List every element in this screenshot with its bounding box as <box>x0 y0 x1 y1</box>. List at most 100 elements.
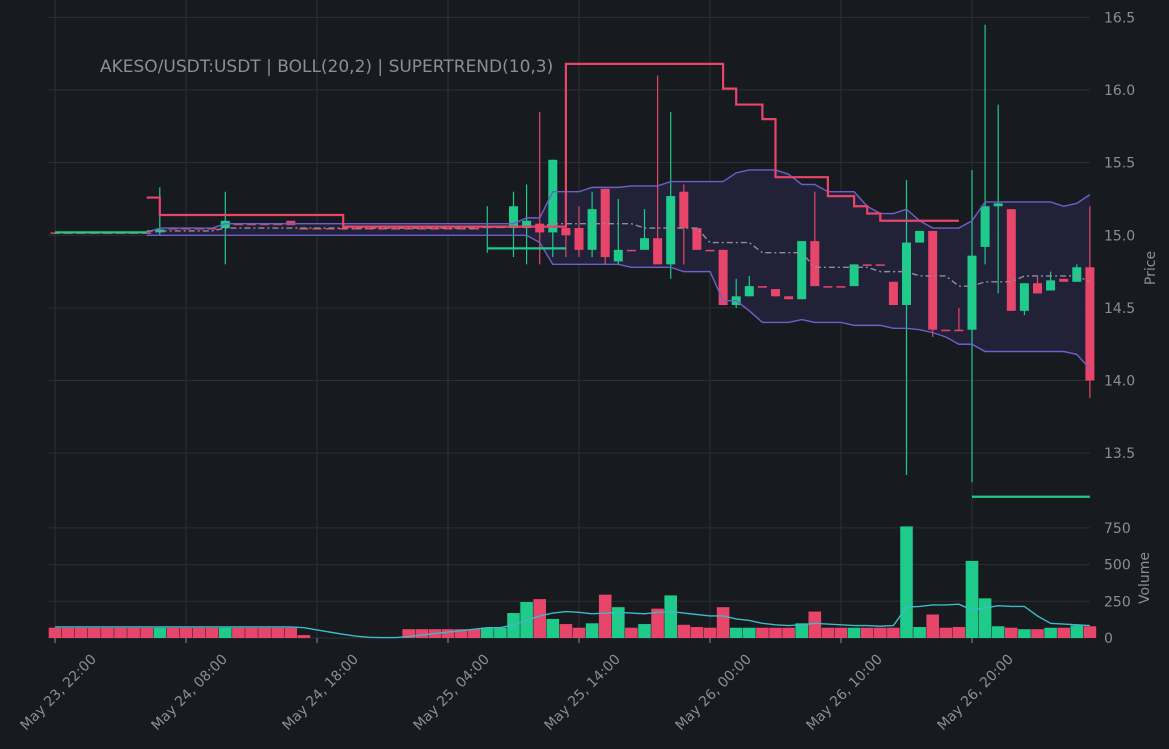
candle-body <box>1085 267 1095 381</box>
volume-bar <box>48 627 62 638</box>
volume-bar <box>782 627 795 638</box>
candle-body <box>1046 280 1056 291</box>
volume-bar <box>1018 629 1031 638</box>
volume-bar <box>284 627 298 638</box>
candle-body <box>600 188 610 258</box>
candle-body <box>155 229 165 233</box>
candle-body <box>888 281 898 306</box>
candle-body <box>653 238 663 265</box>
candle-body <box>456 228 466 230</box>
candle-body <box>194 228 204 230</box>
volume-bar <box>559 624 573 638</box>
chart-title: AKESO/USDT:USDT | BOLL(20,2) | SUPERTREN… <box>100 57 553 77</box>
candle-body <box>1059 278 1069 282</box>
candle-body <box>679 191 689 229</box>
volume-bar <box>1044 627 1057 638</box>
candle-body <box>168 228 178 230</box>
candle-body <box>522 220 532 229</box>
candle-body <box>325 228 335 230</box>
volume-bar <box>952 626 966 638</box>
candle-body <box>875 264 885 266</box>
volume-bar <box>703 627 717 638</box>
y-tick-label: 13.5 <box>1104 446 1135 462</box>
y-tick-label: 14.0 <box>1104 374 1135 390</box>
volume-bar <box>205 627 219 638</box>
volume-bar <box>140 627 153 638</box>
volume-bar <box>467 629 481 638</box>
volume-bar <box>939 627 953 638</box>
candle-body <box>391 228 401 230</box>
candle-body <box>1072 267 1082 282</box>
candle-body <box>928 230 938 330</box>
volume-bar <box>625 627 638 638</box>
volume-bar <box>232 627 245 638</box>
volume-bar <box>179 627 193 638</box>
candle-body <box>744 286 754 297</box>
volume-bar <box>74 627 88 638</box>
volume-bar <box>808 611 822 638</box>
candle-body <box>509 206 518 229</box>
volume-bar <box>795 623 808 638</box>
volume-bar <box>88 627 101 638</box>
candle-body <box>404 228 414 230</box>
volume-bar <box>1031 629 1044 638</box>
candle-body <box>443 228 453 230</box>
candle-body <box>993 203 1003 207</box>
candle-body <box>1019 283 1029 311</box>
volume-bar <box>847 627 861 638</box>
candle-body <box>247 223 256 226</box>
volume-bar <box>743 627 756 638</box>
volume-bar <box>297 635 311 638</box>
candle-body <box>561 228 571 236</box>
candle-body <box>862 264 872 266</box>
volume-bar <box>926 614 939 638</box>
candle-body <box>823 286 833 288</box>
candle-body <box>902 242 911 306</box>
y-tick-label: 0 <box>1104 631 1113 647</box>
candle-body <box>692 228 702 250</box>
candle-body <box>548 159 558 233</box>
candle-body <box>1006 209 1016 311</box>
volume-bar <box>690 626 704 638</box>
volume-bar <box>677 624 691 638</box>
volume-bar <box>454 629 468 638</box>
volume-bar <box>402 629 415 638</box>
candle-body <box>718 249 728 306</box>
x-tick-label: May 26, 00:00 <box>672 652 754 734</box>
candle-body <box>299 228 309 230</box>
y-axis-label: Volume <box>1137 552 1153 604</box>
line <box>55 231 1090 498</box>
candle-body <box>574 228 584 250</box>
candle-body <box>784 296 794 300</box>
volume-bar <box>481 627 494 638</box>
volume-bar <box>664 595 677 638</box>
line <box>146 169 1091 234</box>
volume-bar <box>991 626 1005 638</box>
x-tick-label: May 26, 10:00 <box>803 652 885 734</box>
y-tick-label: 16.0 <box>1104 83 1135 99</box>
x-tick-label: May 26, 20:00 <box>934 652 1016 734</box>
candle-body <box>757 286 767 288</box>
volume-bar <box>860 627 874 638</box>
candle-body <box>587 209 597 250</box>
volume-bar <box>441 629 455 638</box>
volume-bar <box>638 624 651 638</box>
volume-bar <box>598 594 612 638</box>
volume-bar <box>769 627 782 638</box>
line <box>146 222 1091 287</box>
candle-body <box>351 228 361 230</box>
y-tick-label: 15.0 <box>1104 228 1135 244</box>
x-tick-label: May 24, 18:00 <box>279 652 361 734</box>
candle-body <box>666 196 676 265</box>
y-tick-label: 15.5 <box>1104 156 1135 172</box>
candle-body <box>312 228 322 230</box>
volume-bar <box>821 627 835 638</box>
band-fill <box>146 169 1090 369</box>
x-tick-label: May 24, 08:00 <box>148 652 230 734</box>
candle-body <box>273 223 283 226</box>
volume-bar <box>114 627 127 638</box>
y-tick-label: 16.5 <box>1104 10 1135 26</box>
line <box>146 234 1091 370</box>
volume-bar <box>874 627 887 638</box>
candle-body <box>640 238 649 250</box>
